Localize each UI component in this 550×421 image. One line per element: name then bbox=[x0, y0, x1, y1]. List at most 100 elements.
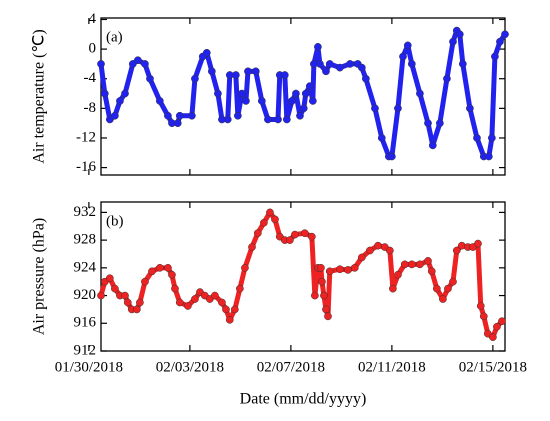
data-point bbox=[424, 257, 432, 265]
data-point bbox=[386, 246, 394, 255]
data-point bbox=[428, 141, 437, 150]
data-point bbox=[316, 60, 324, 68]
data-point bbox=[362, 74, 370, 83]
data-point bbox=[452, 246, 461, 255]
data-point bbox=[491, 52, 499, 61]
data-point bbox=[274, 115, 282, 124]
y-tick-label: -4 bbox=[84, 70, 97, 86]
data-point bbox=[479, 312, 488, 321]
data-point bbox=[164, 111, 172, 120]
data-point bbox=[296, 111, 304, 120]
data-point bbox=[299, 104, 308, 113]
data-point bbox=[444, 284, 452, 293]
data-point bbox=[317, 263, 325, 272]
data-point bbox=[133, 305, 141, 314]
data-point bbox=[155, 263, 164, 272]
data-point bbox=[473, 134, 481, 142]
plot-frame bbox=[100, 201, 506, 352]
data-point bbox=[350, 263, 359, 272]
data-point bbox=[388, 152, 396, 161]
data-point bbox=[168, 270, 176, 279]
y-tick-label: 924 bbox=[74, 259, 97, 275]
data-point bbox=[307, 232, 316, 241]
data-point bbox=[366, 246, 374, 255]
x-tick-label: 01/30/2018 bbox=[55, 359, 123, 375]
data-point bbox=[236, 284, 244, 293]
data-point bbox=[436, 119, 444, 128]
data-point bbox=[280, 71, 289, 79]
data-point bbox=[357, 253, 366, 262]
y-tick-label: 0 bbox=[89, 41, 97, 57]
data-point bbox=[357, 63, 366, 72]
x-tick-label: 02/15/2018 bbox=[459, 359, 527, 375]
data-point bbox=[394, 270, 402, 279]
data-point bbox=[242, 97, 250, 105]
data-point bbox=[324, 312, 332, 321]
x-tick-label: 02/03/2018 bbox=[156, 359, 224, 375]
data-point bbox=[175, 111, 184, 120]
data-point bbox=[449, 37, 457, 46]
data-point bbox=[188, 111, 196, 120]
data-point bbox=[308, 97, 317, 105]
data-point bbox=[400, 260, 409, 269]
data-point bbox=[288, 97, 296, 105]
data-point bbox=[399, 52, 407, 61]
data-point bbox=[251, 67, 260, 76]
data-point bbox=[97, 291, 105, 300]
data-point bbox=[191, 295, 199, 303]
data-point bbox=[305, 82, 314, 90]
data-point bbox=[111, 111, 119, 120]
data-point bbox=[264, 115, 272, 124]
data-point bbox=[377, 134, 386, 142]
data-point bbox=[476, 302, 485, 310]
data-point bbox=[136, 298, 144, 307]
data-point bbox=[484, 152, 493, 161]
data-point bbox=[455, 30, 464, 39]
data-point bbox=[394, 104, 402, 113]
data-point bbox=[489, 333, 497, 341]
y-tick-label: -8 bbox=[84, 100, 97, 116]
data-point bbox=[248, 243, 256, 251]
data-point bbox=[286, 236, 294, 244]
data-point bbox=[371, 104, 379, 113]
data-point bbox=[488, 134, 496, 142]
data-point bbox=[439, 295, 447, 303]
data-point bbox=[100, 89, 109, 98]
y-axis-label: Air temperature (℃) bbox=[31, 29, 48, 163]
y-tick-label: -16 bbox=[76, 159, 96, 175]
data-point bbox=[260, 218, 268, 227]
data-point bbox=[346, 60, 354, 68]
data-point bbox=[121, 291, 129, 300]
data-point bbox=[148, 267, 156, 276]
plot-frame bbox=[100, 17, 506, 176]
data-point bbox=[231, 71, 240, 79]
data-point bbox=[291, 230, 299, 239]
y-tick-label: 4 bbox=[89, 11, 97, 27]
data-point bbox=[202, 48, 211, 57]
data-point bbox=[184, 302, 192, 310]
data-point bbox=[191, 74, 199, 83]
data-point bbox=[320, 291, 328, 300]
data-point bbox=[416, 89, 424, 98]
data-point bbox=[257, 97, 266, 105]
data-point bbox=[318, 277, 326, 286]
data-point bbox=[241, 263, 249, 272]
data-point bbox=[230, 305, 239, 314]
data-point bbox=[225, 315, 234, 324]
data-point bbox=[498, 317, 506, 326]
data-point bbox=[223, 115, 232, 124]
data-point bbox=[300, 229, 309, 238]
data-point bbox=[336, 265, 344, 274]
x-axis-label: Date (mm/dd/yyyy) bbox=[240, 391, 367, 408]
y-axis-label: Air pressure (hPa) bbox=[31, 218, 48, 335]
panel-label: (b) bbox=[106, 213, 124, 229]
data-point bbox=[282, 115, 291, 124]
y-tick-label: 912 bbox=[74, 342, 97, 358]
data-point bbox=[322, 67, 330, 76]
data-point bbox=[374, 241, 382, 250]
data-point bbox=[432, 284, 441, 293]
data-point bbox=[322, 305, 330, 314]
data-point bbox=[214, 89, 222, 98]
data-point bbox=[266, 208, 274, 217]
